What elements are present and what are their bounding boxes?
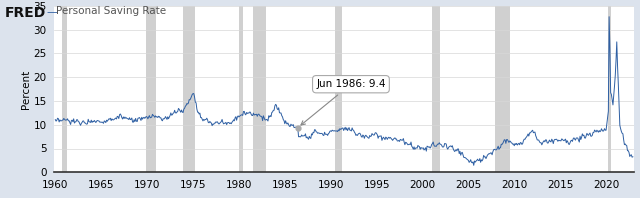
- Text: —: —: [46, 7, 57, 17]
- Bar: [183, 6, 195, 172]
- Bar: [335, 6, 342, 172]
- Bar: [253, 6, 266, 172]
- Bar: [431, 6, 440, 172]
- Text: Jun 1986: 9.4: Jun 1986: 9.4: [301, 79, 386, 125]
- Bar: [495, 6, 509, 172]
- Bar: [62, 6, 67, 172]
- Y-axis label: Percent: Percent: [20, 69, 31, 109]
- Bar: [607, 6, 611, 172]
- Text: Personal Saving Rate: Personal Saving Rate: [56, 6, 166, 16]
- Bar: [239, 6, 243, 172]
- Text: FRED: FRED: [5, 6, 46, 20]
- Bar: [145, 6, 156, 172]
